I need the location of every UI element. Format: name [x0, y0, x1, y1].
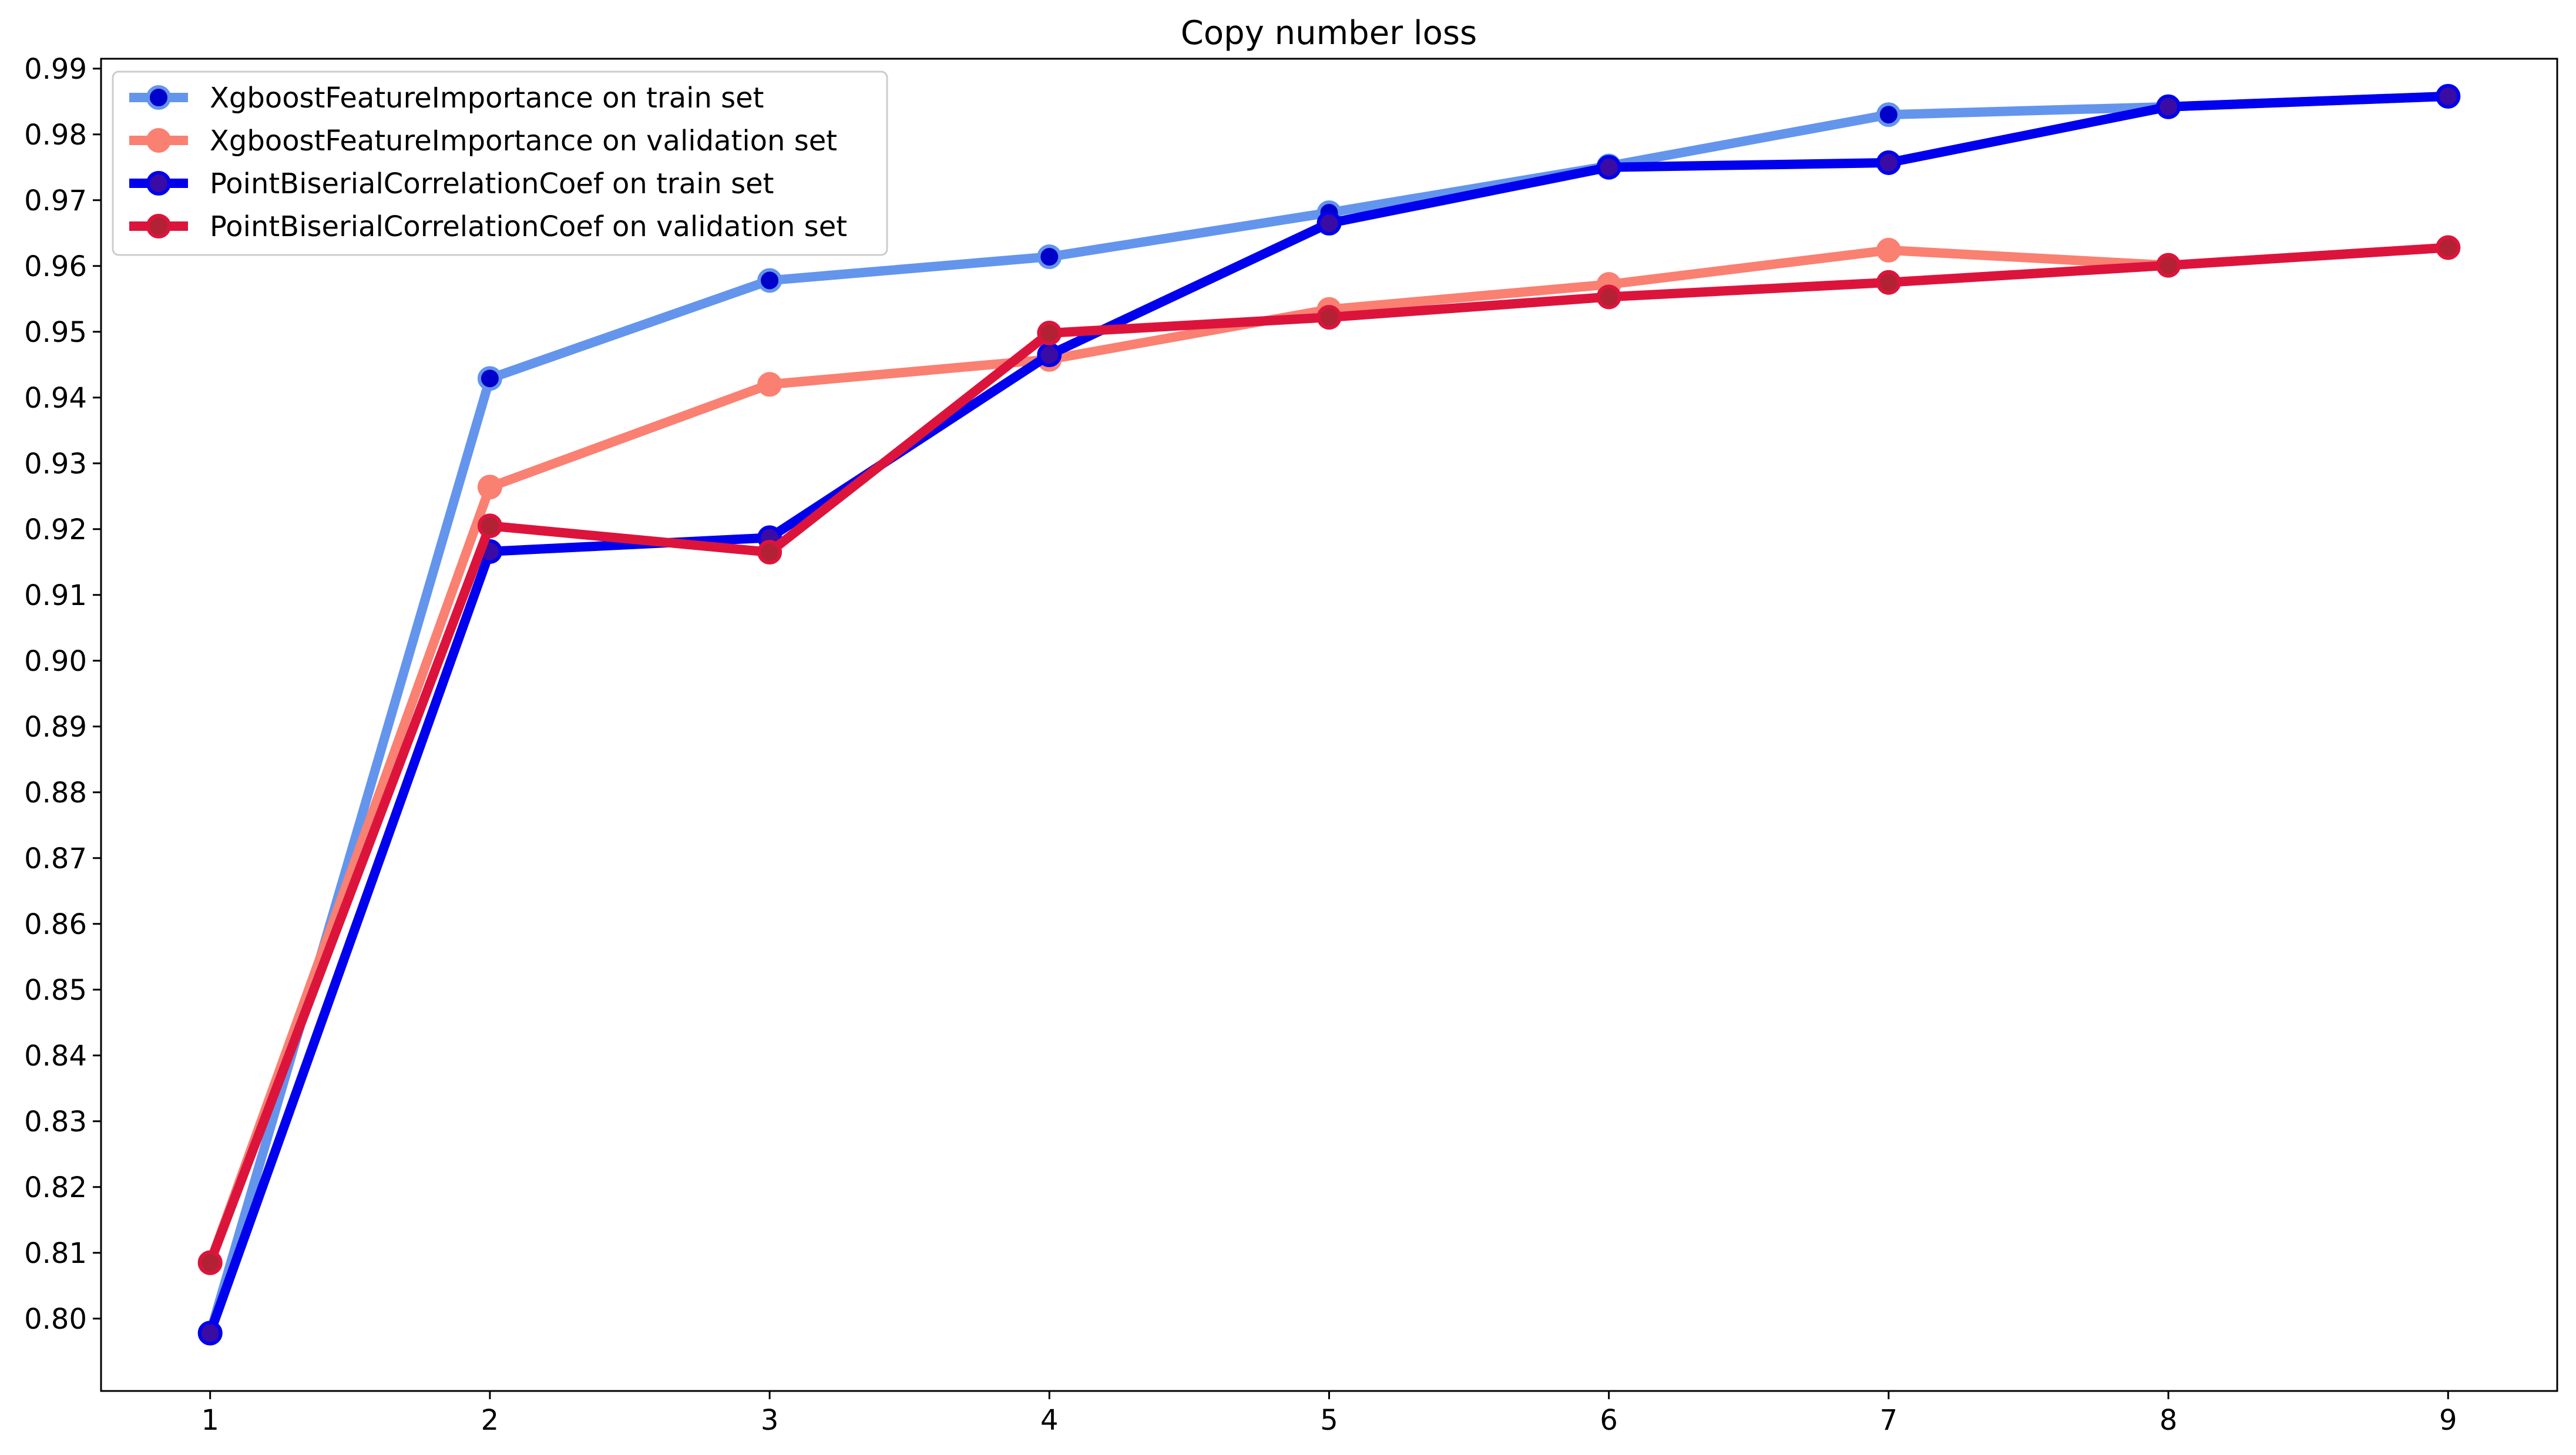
y-tick-label: 0.95	[24, 316, 87, 349]
series-layer	[197, 83, 2461, 1346]
data-point	[1876, 237, 1901, 263]
data-point	[1037, 321, 1062, 346]
legend-swatch-marker	[146, 214, 171, 238]
legend-entry: PointBiserialCorrelationCoef on validati…	[129, 210, 847, 243]
x-tick-label: 8	[2159, 1404, 2178, 1437]
data-point	[2436, 235, 2461, 260]
y-tick-label: 0.91	[24, 579, 87, 612]
y-tick-label: 0.88	[24, 777, 87, 809]
legend: XgboostFeatureImportance on train set Xgb…	[112, 70, 888, 256]
data-point	[1596, 284, 1621, 310]
series-3	[197, 83, 2461, 1346]
data-point	[2436, 83, 2461, 109]
legend-box	[112, 70, 888, 256]
y-tick-label: 0.89	[24, 711, 87, 744]
x-tick-label: 9	[2439, 1404, 2457, 1437]
y-tick-label: 0.97	[24, 184, 87, 217]
x-tick-label: 2	[481, 1404, 499, 1437]
y-tick-label: 0.92	[24, 513, 87, 546]
legend-entry: XgboostFeatureImportance on validation s…	[129, 125, 837, 157]
data-point	[1876, 102, 1901, 127]
legend-swatch-marker	[146, 85, 171, 110]
y-tick-label: 0.99	[24, 53, 87, 86]
y-tick-label: 0.96	[24, 250, 87, 283]
legend-label: PointBiserialCorrelationCoef on validati…	[210, 210, 847, 243]
data-point	[197, 1250, 223, 1275]
y-tick-label: 0.94	[24, 382, 87, 415]
y-tick-label: 0.82	[24, 1171, 87, 1204]
y-tick-label: 0.90	[24, 645, 87, 678]
x-tick-label: 7	[1880, 1404, 1898, 1437]
series-4	[197, 235, 2461, 1275]
legend-entry: XgboostFeatureImportance on train set	[129, 82, 764, 115]
chart-title: Copy number loss	[1181, 14, 1477, 52]
data-point	[1876, 150, 1901, 175]
data-point	[1037, 342, 1062, 367]
data-point	[1037, 244, 1062, 270]
y-tick-label: 0.81	[24, 1237, 87, 1270]
y-tick-label: 0.85	[24, 974, 87, 1007]
data-point	[197, 1320, 223, 1346]
data-point	[477, 513, 502, 539]
data-point	[1316, 305, 1342, 330]
data-point	[1596, 154, 1621, 180]
y-tick-label: 0.87	[24, 842, 87, 875]
legend-label: XgboostFeatureImportance on validation s…	[210, 125, 837, 157]
y-tick-label: 0.83	[24, 1105, 87, 1138]
legend-label: XgboostFeatureImportance on train set	[210, 82, 764, 115]
legend-swatch-marker	[146, 128, 171, 153]
data-point	[2156, 94, 2181, 119]
axes: 1 2 3 4 5 6 7 8 9 0.80 0.81 0.82 0.83 0.84 0.85 0.86 0.8…	[24, 53, 2558, 1437]
data-point	[1876, 270, 1901, 295]
y-tick-label: 0.86	[24, 908, 87, 941]
data-point	[757, 268, 782, 293]
x-tick-label: 4	[1040, 1404, 1059, 1437]
data-point	[757, 540, 782, 564]
data-point	[477, 366, 502, 391]
legend-entry: PointBiserialCorrelationCoef on train se…	[129, 167, 774, 200]
data-point	[477, 475, 502, 500]
data-point	[1316, 211, 1342, 236]
y-tick-label: 0.80	[24, 1303, 87, 1336]
x-tick-label: 1	[201, 1404, 219, 1437]
data-point	[757, 372, 782, 397]
y-tick-label: 0.93	[24, 448, 87, 480]
y-tick-label: 0.98	[24, 119, 87, 152]
legend-swatch-marker	[146, 171, 171, 196]
data-point	[2156, 253, 2181, 278]
legend-label: PointBiserialCorrelationCoef on train se…	[210, 167, 774, 200]
x-tick-label: 3	[761, 1404, 779, 1437]
y-tick-label: 0.84	[24, 1040, 87, 1073]
x-tick-label: 5	[1320, 1404, 1338, 1437]
x-tick-label: 6	[1600, 1404, 1618, 1437]
